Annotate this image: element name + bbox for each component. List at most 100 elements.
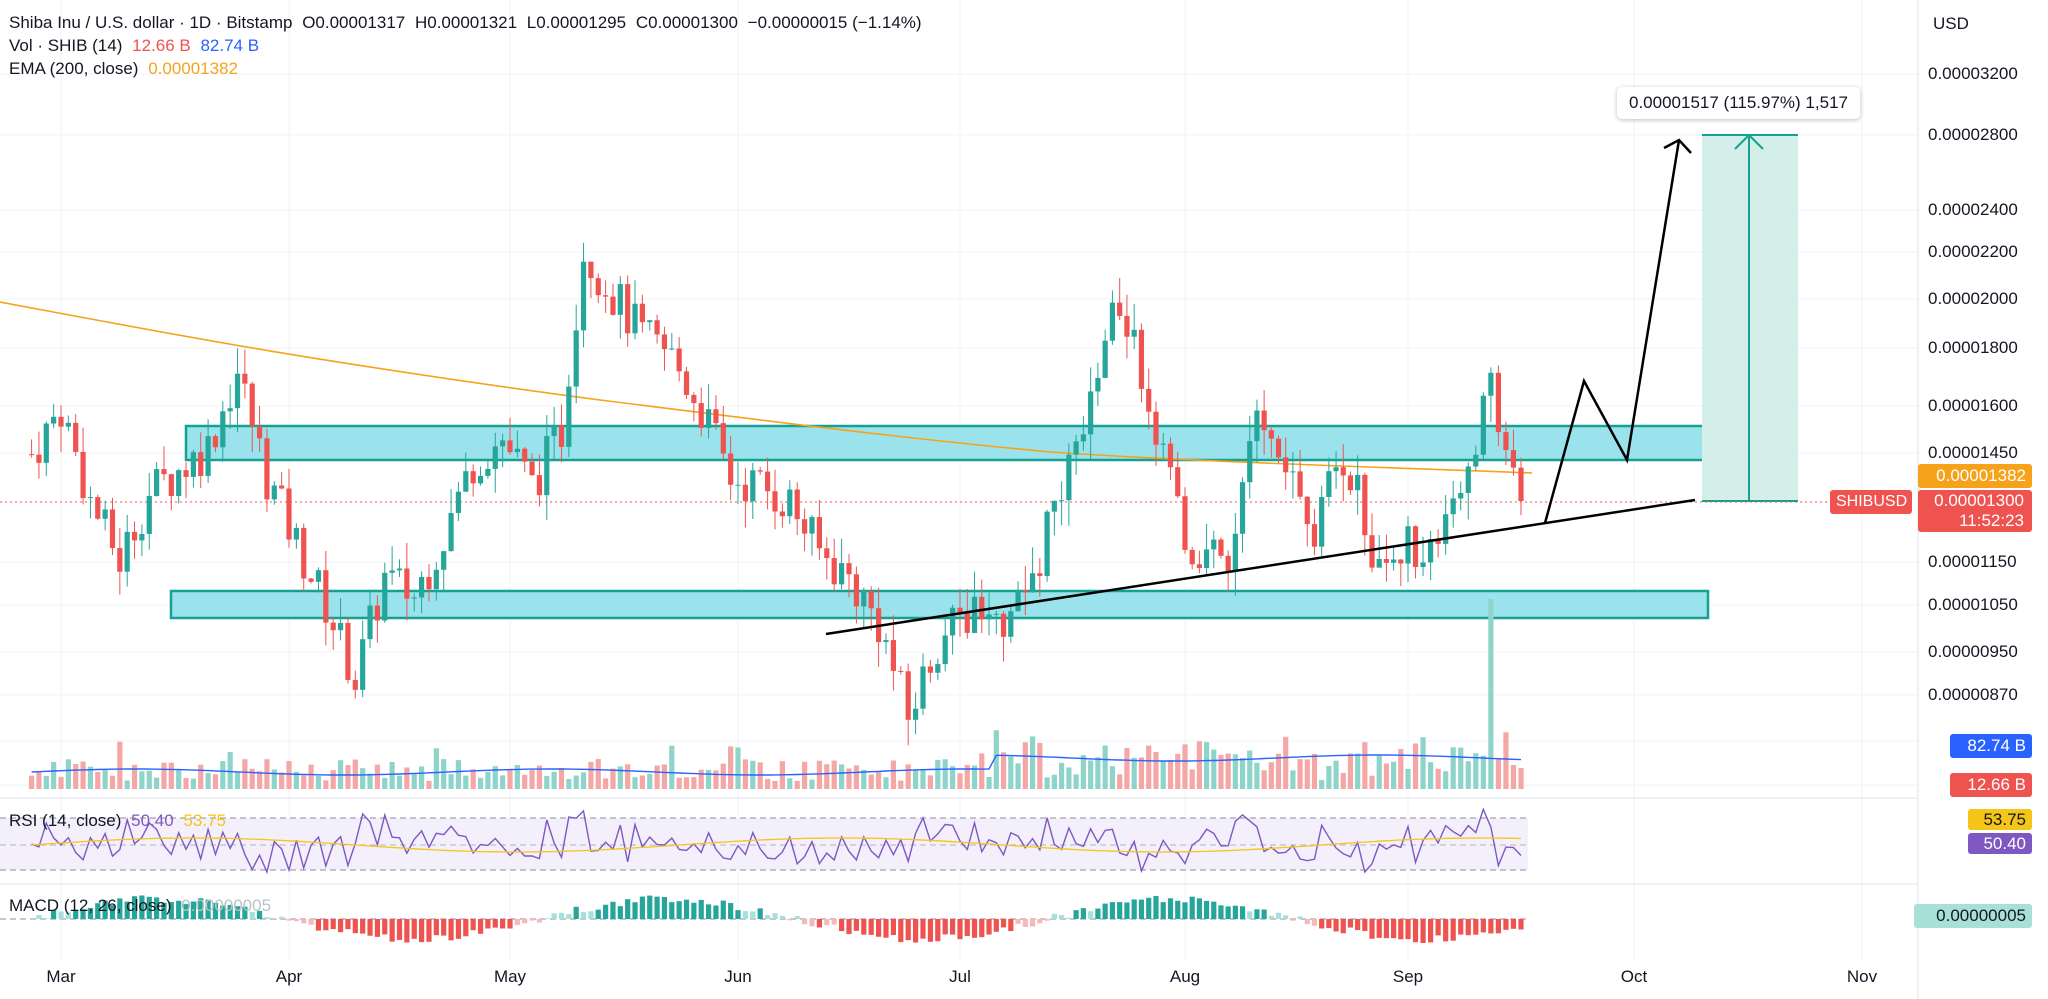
macd-bar [330, 919, 336, 930]
candle-body [279, 485, 285, 489]
volume-bar [691, 777, 697, 789]
volume-bar [264, 759, 270, 789]
volume-bar [73, 763, 79, 789]
macd-bar [58, 911, 64, 919]
volume-bar [765, 778, 771, 789]
candle-body [1376, 558, 1382, 568]
candle-body [558, 425, 565, 447]
volume-bar [1304, 759, 1310, 789]
macd-bar [1073, 910, 1079, 919]
macd-bar [883, 919, 889, 938]
candle-body [212, 436, 219, 448]
volume-bar [463, 775, 469, 789]
candle-body [1124, 315, 1130, 337]
ema-price-badge: 0.00001382 [1918, 464, 2032, 488]
candle-body [396, 568, 403, 571]
volume-bar [1146, 745, 1152, 789]
candle-body [913, 708, 919, 720]
volume-bar [1080, 755, 1086, 789]
volume-bar [183, 777, 189, 789]
volume-bar [500, 775, 506, 789]
macd-bar [1340, 919, 1346, 934]
volume-bar [1435, 768, 1441, 789]
macd-bar [168, 902, 174, 919]
macd-bar [846, 919, 852, 935]
macd-bar [1146, 897, 1152, 919]
candle-body [131, 531, 138, 541]
candle-body [890, 640, 896, 671]
volume-bar [861, 769, 867, 789]
time-tick-label: Aug [1169, 967, 1201, 986]
macd-legend[interactable]: MACD (12, 26, close) 0.00000005 [9, 895, 276, 917]
macd-bar [1443, 919, 1449, 942]
macd-bar [713, 905, 719, 919]
macd-bar [950, 919, 956, 935]
price-tick-label: 0.00002800 [1928, 125, 2018, 144]
volume-bar [433, 748, 439, 789]
macd-bar [419, 919, 425, 943]
resistance-zone [184, 424, 1710, 462]
macd-bar [514, 919, 520, 925]
ema-legend[interactable]: EMA (200, close) 0.00001382 [9, 58, 243, 80]
volume-bar [824, 764, 830, 789]
candle-body [411, 597, 417, 599]
volume-bar [632, 777, 638, 789]
macd-bar [742, 911, 748, 919]
volume-bar [551, 771, 557, 789]
macd-bar [1095, 908, 1101, 919]
candle-body [1480, 395, 1486, 455]
candle-body [1175, 467, 1181, 497]
macd-bar [1015, 919, 1021, 924]
candle-body [1022, 590, 1028, 593]
macd-bar [1435, 919, 1441, 936]
volume-bar [580, 772, 587, 789]
macd-bar [507, 919, 513, 929]
candle-body [1044, 511, 1050, 576]
macd-bar [198, 898, 204, 919]
volume-bar [1355, 753, 1361, 789]
macd-bar [102, 900, 108, 919]
volume-bar [957, 773, 963, 789]
volume-bar [728, 746, 734, 789]
candle-body [1203, 549, 1210, 569]
volume-bar [1167, 760, 1174, 789]
volume-bar [345, 765, 351, 789]
volume-bar [831, 760, 837, 789]
candle-body [1066, 454, 1072, 501]
volume-bar [625, 764, 631, 789]
volume-bar [1465, 761, 1471, 789]
macd-bar [639, 896, 645, 919]
price-tick-label: 0.00001150 [1928, 552, 2017, 571]
macd-bar [1503, 919, 1509, 930]
candle-body [73, 422, 79, 452]
candle-body [1428, 538, 1434, 563]
volume-legend[interactable]: Vol · SHIB (14) 12.66 B 82.74 B [9, 35, 264, 57]
volume-bar [139, 771, 145, 789]
volume-bar [1347, 753, 1354, 789]
rsi-legend[interactable]: RSI (14, close) 50.40 53.75 [9, 810, 231, 832]
macd-bar [1225, 906, 1231, 919]
volume-bar [683, 777, 690, 789]
macd-bar [588, 911, 594, 919]
volume-bar [979, 753, 985, 789]
candle-body [639, 303, 645, 323]
volume-bar [544, 775, 550, 789]
volume-bar [227, 752, 233, 789]
volume-bar [876, 772, 882, 789]
macd-bar [1333, 919, 1339, 932]
macd-bar [1428, 919, 1434, 943]
currency-button[interactable]: USD [1933, 14, 1969, 33]
candle-body [1247, 441, 1253, 483]
candle-body [1420, 562, 1426, 568]
macd-bar [1488, 919, 1494, 934]
macd-bar [1175, 900, 1181, 919]
volume-bar [1008, 756, 1014, 789]
macd-bar [927, 919, 933, 942]
macd-bar [603, 904, 609, 919]
candle-body [632, 303, 638, 334]
candle-body [205, 436, 211, 476]
macd-bar [323, 919, 329, 931]
candle-body [256, 426, 263, 439]
candle-body [1095, 377, 1101, 392]
macd-bar [1167, 898, 1174, 919]
